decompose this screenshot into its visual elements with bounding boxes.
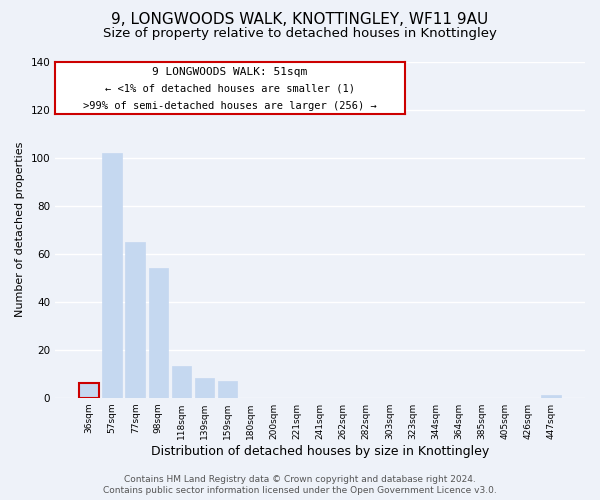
Text: Contains public sector information licensed under the Open Government Licence v3: Contains public sector information licen… [103, 486, 497, 495]
Bar [541, 396, 561, 398]
Text: 9 LONGWOODS WALK: 51sqm: 9 LONGWOODS WALK: 51sqm [152, 67, 308, 77]
Text: >99% of semi-detached houses are larger (256) →: >99% of semi-detached houses are larger … [83, 101, 377, 111]
Text: 9, LONGWOODS WALK, KNOTTINGLEY, WF11 9AU: 9, LONGWOODS WALK, KNOTTINGLEY, WF11 9AU [112, 12, 488, 28]
Bar [103, 153, 122, 398]
Bar [172, 366, 191, 398]
Bar [125, 242, 145, 398]
Text: ← <1% of detached houses are smaller (1): ← <1% of detached houses are smaller (1) [105, 84, 355, 94]
Text: Contains HM Land Registry data © Crown copyright and database right 2024.: Contains HM Land Registry data © Crown c… [124, 475, 476, 484]
Text: Size of property relative to detached houses in Knottingley: Size of property relative to detached ho… [103, 28, 497, 40]
X-axis label: Distribution of detached houses by size in Knottingley: Distribution of detached houses by size … [151, 444, 489, 458]
Bar [218, 381, 238, 398]
Bar [195, 378, 214, 398]
Bar [79, 384, 99, 398]
Bar [149, 268, 168, 398]
Y-axis label: Number of detached properties: Number of detached properties [15, 142, 25, 318]
